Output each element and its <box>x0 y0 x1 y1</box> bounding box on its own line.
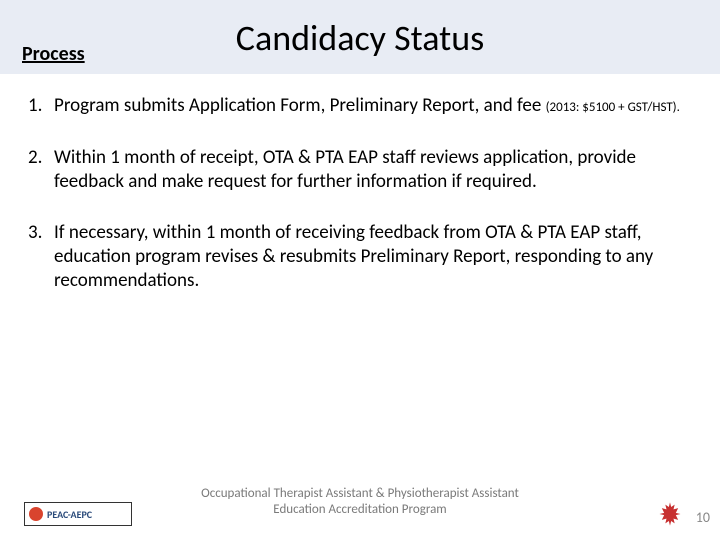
item-number: 1. <box>28 94 50 118</box>
item-number: 2. <box>28 146 50 194</box>
logo-dot-icon <box>29 507 43 521</box>
logo-left-text: PEAC-AEPC <box>47 508 92 521</box>
item-number: 3. <box>28 221 50 292</box>
footer: PEAC-AEPC Occupational Therapist Assista… <box>0 486 720 530</box>
item-body: Within 1 month of receipt, OTA & PTA EAP… <box>54 146 692 194</box>
logo-peac: PEAC-AEPC <box>24 502 132 526</box>
item-body: If necessary, within 1 month of receivin… <box>54 221 692 292</box>
item-text: Within 1 month of receipt, OTA & PTA EAP… <box>54 146 636 193</box>
section-subtitle: Process <box>22 42 85 66</box>
title-bar: Candidacy Status Process <box>0 0 720 74</box>
item-body: Program submits Application Form, Prelim… <box>54 94 680 118</box>
footer-line2: Education Accreditation Program <box>150 502 570 518</box>
list-item: 3. If necessary, within 1 month of recei… <box>28 221 692 292</box>
list-item: 1. Program submits Application Form, Pre… <box>28 94 692 118</box>
footer-line1: Occupational Therapist Assistant & Physi… <box>150 486 570 502</box>
page-number: 10 <box>696 509 710 526</box>
logo-maple-icon <box>656 500 684 528</box>
content-area: 1. Program submits Application Form, Pre… <box>0 74 720 293</box>
item-note: (2013: $5100 + GST/HST). <box>546 100 680 115</box>
item-text: Program submits Application Form, Prelim… <box>54 94 546 117</box>
page-title: Candidacy Status <box>0 16 720 60</box>
item-text: If necessary, within 1 month of receivin… <box>54 221 653 292</box>
list-item: 2. Within 1 month of receipt, OTA & PTA … <box>28 146 692 194</box>
